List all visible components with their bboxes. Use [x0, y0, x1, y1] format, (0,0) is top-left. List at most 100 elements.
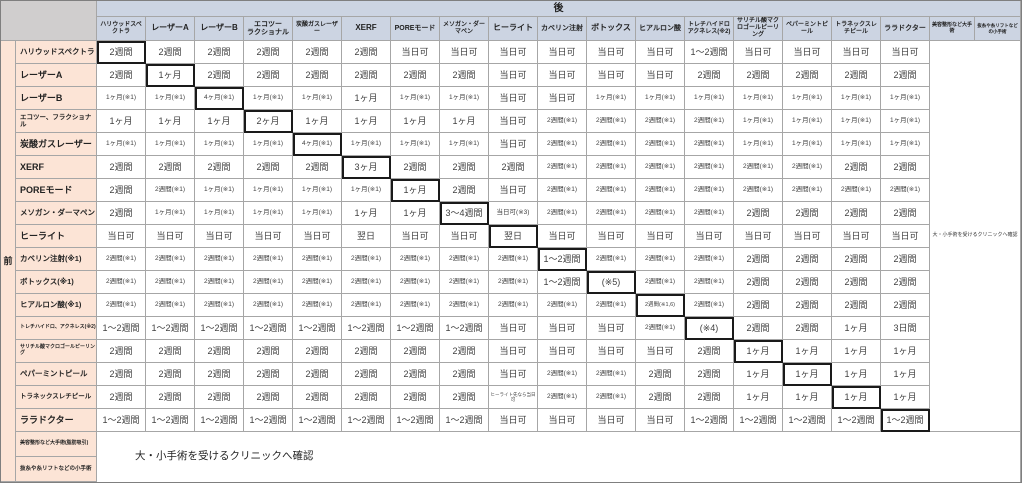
- matrix-cell: 2週間(※1): [440, 248, 489, 271]
- matrix-cell: 1〜2週間: [195, 409, 244, 432]
- matrix-cell: 2週間: [783, 202, 832, 225]
- matrix-cell: 1ヶ月: [783, 363, 832, 386]
- matrix-cell: 2週間: [391, 64, 440, 87]
- row-label-16: ララドクター: [16, 409, 97, 432]
- matrix-cell: 2週間(※1): [342, 248, 391, 271]
- matrix-cell: 1〜2週間: [293, 317, 342, 340]
- column-header-3: エコツー ラクショナル: [244, 17, 293, 41]
- matrix-cell: 2週間(※1): [97, 294, 146, 317]
- matrix-cell: 1ヶ月(※1): [832, 110, 881, 133]
- matrix-cell: 1ヶ月: [783, 386, 832, 409]
- matrix-cell: 当日可: [146, 225, 195, 248]
- matrix-cell: 1ヶ月(※1): [244, 202, 293, 225]
- matrix-cell: 2週間: [195, 156, 244, 179]
- matrix-cell: 2週間(※1): [244, 271, 293, 294]
- matrix-cell: 2週間(※1): [293, 294, 342, 317]
- matrix-cell: 2週間: [244, 386, 293, 409]
- matrix-cell: 当日可: [636, 340, 685, 363]
- matrix-cell: 2週間(※1): [685, 294, 734, 317]
- column-header-6: POREモード: [391, 17, 440, 41]
- matrix-cell: 当日可: [538, 317, 587, 340]
- matrix-cell: 2週間(※1): [636, 179, 685, 202]
- matrix-cell: 2週間: [342, 340, 391, 363]
- matrix-cell: 2週間: [685, 340, 734, 363]
- matrix-cell: 1ヶ月(※1): [391, 87, 440, 110]
- matrix-cell: 2週間(※1): [195, 294, 244, 317]
- matrix-cell: 2週間(※1): [440, 271, 489, 294]
- matrix-cell: 2週間(※1): [538, 156, 587, 179]
- matrix-cell: 2週間: [783, 317, 832, 340]
- matrix-cell: 1ヶ月(※1): [342, 179, 391, 202]
- matrix-cell: 1ヶ月: [881, 340, 930, 363]
- matrix-cell: 2週間: [195, 64, 244, 87]
- matrix-cell: 当日可: [440, 41, 489, 64]
- matrix-cell: 1ヶ月: [293, 110, 342, 133]
- matrix-cell: 1ヶ月(※1): [146, 133, 195, 156]
- matrix-cell: 2週間(※1): [587, 363, 636, 386]
- matrix-cell: 2週間: [685, 64, 734, 87]
- matrix-cell: 当日可: [832, 41, 881, 64]
- matrix-cell: 当日可: [97, 225, 146, 248]
- matrix-cell: 2週間: [881, 64, 930, 87]
- matrix-cell: 2週間: [391, 386, 440, 409]
- matrix-cell: 1ヶ月(※1): [587, 87, 636, 110]
- matrix-cell: 2週間: [881, 202, 930, 225]
- matrix-cell: 2週間: [195, 386, 244, 409]
- matrix-cell: 当日可: [489, 340, 538, 363]
- matrix-cell: 1〜2週間: [195, 317, 244, 340]
- matrix-cell: 1ヶ月(※1): [881, 133, 930, 156]
- matrix-cell: ヒーライト先なら当日可: [489, 386, 538, 409]
- matrix-cell: 当日可: [587, 225, 636, 248]
- matrix-cell: 1〜2週間: [734, 409, 783, 432]
- matrix-cell: 2週間: [783, 64, 832, 87]
- matrix-cell: 2週間(※1): [685, 110, 734, 133]
- matrix-cell: 2週間: [440, 64, 489, 87]
- matrix-cell: 2週間(※1): [685, 156, 734, 179]
- matrix-cell: 1〜2週間: [146, 317, 195, 340]
- matrix-cell: 2週間(※1): [489, 271, 538, 294]
- column-header-9: カベリン注射: [538, 17, 587, 41]
- matrix-cell: 2週間(※1): [538, 363, 587, 386]
- matrix-cell: 2週間: [881, 248, 930, 271]
- column-header-17: 美容整形など大手術: [930, 17, 975, 41]
- matrix-cell: 2週間(※1): [293, 248, 342, 271]
- matrix-cell: 1ヶ月(※1): [195, 202, 244, 225]
- column-header-11: ヒアルロン酸: [636, 17, 685, 41]
- matrix-cell: 2週間: [636, 386, 685, 409]
- matrix-cell: 1〜2週間: [685, 409, 734, 432]
- matrix-cell: 2週間(※1): [734, 179, 783, 202]
- matrix-cell: 当日可: [538, 41, 587, 64]
- matrix-cell: 2週間: [440, 179, 489, 202]
- matrix-cell: 1ヶ月(※1): [783, 133, 832, 156]
- matrix-cell: 2週間(※1): [538, 386, 587, 409]
- matrix-cell: 2週間: [293, 363, 342, 386]
- matrix-cell: 1ヶ月: [391, 202, 440, 225]
- matrix-cell: 2週間(※1): [97, 271, 146, 294]
- matrix-cell: 1ヶ月(※1): [636, 87, 685, 110]
- matrix-cell: 当日可: [636, 225, 685, 248]
- matrix-cell: 2週間(※1): [636, 248, 685, 271]
- row-label-15: トラネックスレチピール: [16, 386, 97, 409]
- matrix-cell: 2週間: [195, 340, 244, 363]
- matrix-cell: 1ヶ月(※1): [293, 202, 342, 225]
- row-label-0: ハリウッドスペクトラ: [16, 41, 97, 64]
- matrix-cell: 1ヶ月(※1): [832, 133, 881, 156]
- matrix-cell: 2週間: [342, 363, 391, 386]
- matrix-cell: 1ヶ月(※1): [244, 133, 293, 156]
- matrix-cell: 1〜2週間: [685, 41, 734, 64]
- row-label-11: ヒアルロン酸(※1): [16, 294, 97, 317]
- matrix-cell: 翌日: [489, 225, 538, 248]
- matrix-cell: 2週間: [97, 156, 146, 179]
- matrix-cell: 1ヶ月(※1): [881, 110, 930, 133]
- matrix-cell: 2週間: [440, 156, 489, 179]
- matrix-cell: 当日可: [489, 41, 538, 64]
- matrix-cell: 1ヶ月: [783, 340, 832, 363]
- matrix-cell: 1ヶ月(※1): [195, 133, 244, 156]
- matrix-cell: 2週間(※1): [391, 271, 440, 294]
- matrix-cell: 2週間: [391, 156, 440, 179]
- matrix-cell: 当日可: [881, 225, 930, 248]
- matrix-cell: 2週間: [832, 271, 881, 294]
- column-header-10: ボトックス: [587, 17, 636, 41]
